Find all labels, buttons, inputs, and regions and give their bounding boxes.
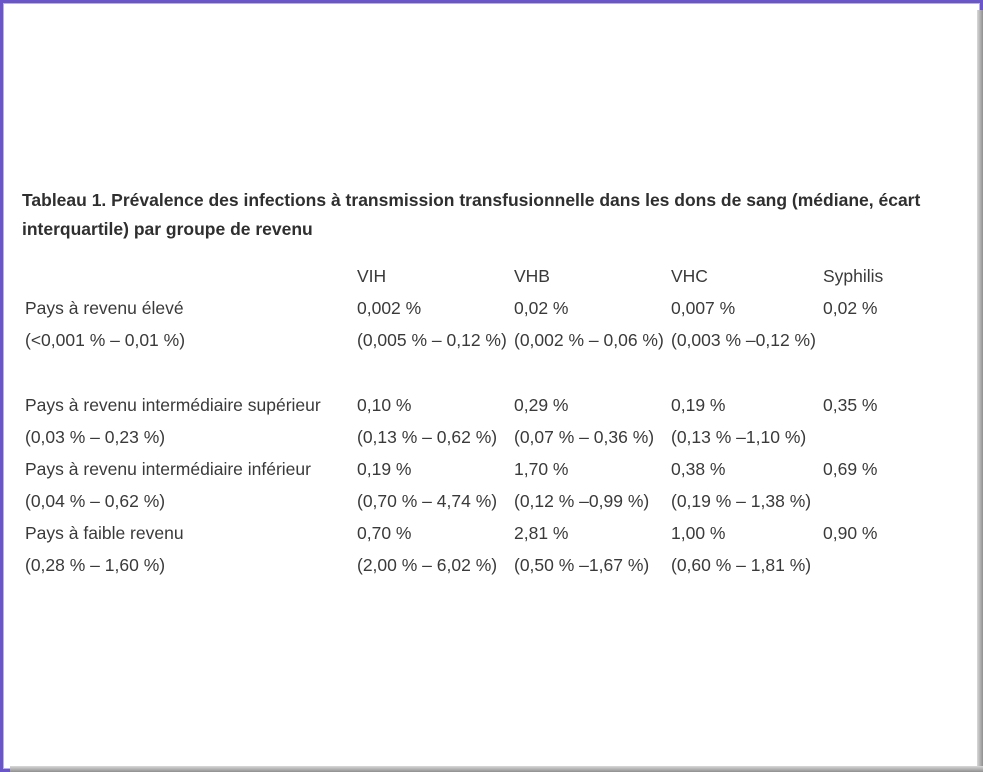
table-row: (0,03 % – 0,23 %) (0,13 % – 0,62 %) (0,0… bbox=[22, 421, 936, 453]
header-cell: VHB bbox=[514, 265, 550, 286]
table-cell bbox=[511, 356, 668, 389]
table-caption: Tableau 1. Prévalence des infections à t… bbox=[22, 190, 921, 239]
table-cell: (0,70 % – 4,74 %) bbox=[357, 490, 498, 511]
table-cell: (2,00 % – 6,02 %) bbox=[357, 554, 498, 575]
table-cell: 2,81 % bbox=[514, 522, 569, 543]
table-cell: (0,003 % –0,12 %) bbox=[671, 329, 816, 350]
table-cell: 0,02 % bbox=[823, 297, 878, 318]
header-cell bbox=[22, 260, 354, 292]
table-row: (0,28 % – 1,60 %) (2,00 % – 6,02 %) (0,5… bbox=[22, 549, 936, 581]
table-row: Pays à revenu intermédiaire inférieur 0,… bbox=[22, 453, 936, 485]
table-cell: (0,13 % – 0,62 %) bbox=[357, 426, 498, 447]
table-cell: (0,002 % – 0,06 %) bbox=[514, 329, 664, 350]
frame-shadow-right bbox=[977, 10, 983, 772]
table-cell: (0,13 % –1,10 %) bbox=[671, 426, 807, 447]
table-cell bbox=[820, 485, 936, 517]
header-cell: Syphilis bbox=[823, 265, 884, 286]
table-cell: 0,38 % bbox=[671, 458, 726, 479]
table-cell: (0,28 % – 1,60 %) bbox=[25, 554, 166, 575]
table-cell bbox=[820, 549, 936, 581]
table-cell: (0,50 % –1,67 %) bbox=[514, 554, 650, 575]
table-cell: 0,007 % bbox=[671, 297, 736, 318]
table-cell: (0,07 % – 0,36 %) bbox=[514, 426, 655, 447]
table-cell bbox=[820, 356, 936, 389]
table-cell: 0,19 % bbox=[671, 394, 726, 415]
table-cell: 0,90 % bbox=[823, 522, 878, 543]
prevalence-table: VIH VHB VHC Syphilis Pays à revenu élevé… bbox=[22, 260, 936, 581]
table-cell: 1,00 % bbox=[671, 522, 726, 543]
table-cell: (0,04 % – 0,62 %) bbox=[25, 490, 166, 511]
table-cell: 0,69 % bbox=[823, 458, 878, 479]
table-header-row: VIH VHB VHC Syphilis bbox=[22, 260, 936, 292]
table-row-spacer bbox=[22, 356, 936, 389]
table-cell: Pays à revenu élevé bbox=[25, 297, 184, 318]
table-cell: (0,60 % – 1,81 %) bbox=[671, 554, 812, 575]
header-cell: VIH bbox=[357, 265, 387, 286]
table-row: Pays à faible revenu 0,70 % 2,81 % 1,00 … bbox=[22, 517, 936, 549]
table-cell: 0,19 % bbox=[357, 458, 412, 479]
table-cell bbox=[354, 356, 511, 389]
table-cell: (0,19 % – 1,38 %) bbox=[671, 490, 812, 511]
table-cell: 0,10 % bbox=[357, 394, 412, 415]
table-row: Pays à revenu élevé 0,002 % 0,02 % 0,007… bbox=[22, 292, 936, 324]
table-cell: 0,02 % bbox=[514, 297, 569, 318]
table-row: (<0,001 % – 0,01 %) (0,005 % – 0,12 %) (… bbox=[22, 324, 936, 356]
table-cell bbox=[22, 356, 354, 389]
table-cell: (<0,001 % – 0,01 %) bbox=[25, 329, 186, 350]
table-cell: (0,12 % –0,99 %) bbox=[514, 490, 650, 511]
table-cell: 0,35 % bbox=[823, 394, 878, 415]
table-cell: (0,005 % – 0,12 %) bbox=[357, 329, 507, 350]
header-cell: VHC bbox=[671, 265, 708, 286]
frame-shadow-bottom bbox=[10, 766, 983, 772]
table-cell: 1,70 % bbox=[514, 458, 569, 479]
table-cell bbox=[668, 356, 820, 389]
table-cell bbox=[820, 324, 936, 356]
table-row: (0,04 % – 0,62 %) (0,70 % – 4,74 %) (0,1… bbox=[22, 485, 936, 517]
table-row: Pays à revenu intermédiaire supérieur 0,… bbox=[22, 389, 936, 421]
table-cell: Pays à revenu intermédiaire inférieur bbox=[25, 458, 311, 479]
table-cell: 0,70 % bbox=[357, 522, 412, 543]
table-cell bbox=[820, 421, 936, 453]
table-cell: Pays à revenu intermédiaire supérieur bbox=[25, 394, 321, 415]
table-cell: 0,29 % bbox=[514, 394, 569, 415]
table-cell: Pays à faible revenu bbox=[25, 522, 184, 543]
table-cell: 0,002 % bbox=[357, 297, 422, 318]
table-cell: (0,03 % – 0,23 %) bbox=[25, 426, 166, 447]
